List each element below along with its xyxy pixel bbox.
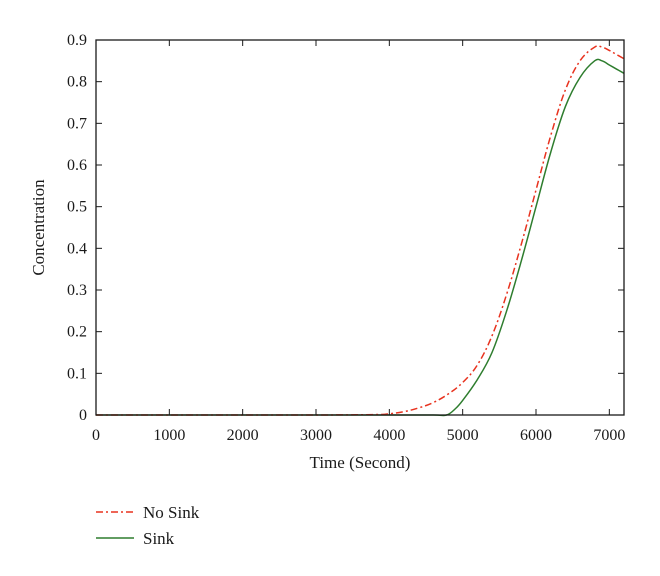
no-sink-series-line	[96, 45, 625, 416]
x-tick-label: 7000	[593, 427, 625, 444]
y-tick-label: 0.7	[67, 115, 87, 132]
x-axis-title: Time (Second)	[310, 453, 411, 472]
y-tick-label: 0.4	[67, 240, 87, 257]
x-tick-label: 3000	[300, 427, 332, 444]
x-tick-label: 1000	[153, 427, 185, 444]
y-axis-title: Concentration	[29, 179, 48, 276]
y-tick-label: 0.1	[67, 365, 87, 382]
y-tick-label: 0.9	[67, 32, 87, 49]
y-tick-label: 0.8	[67, 74, 87, 91]
legend-label-sink: Sink	[143, 529, 175, 548]
y-tick-label: 0.5	[67, 199, 87, 216]
x-tick-label: 0	[92, 427, 100, 444]
sink-series-line	[96, 58, 625, 417]
y-tick-label: 0.6	[67, 157, 87, 174]
x-tick-label: 4000	[373, 427, 405, 444]
ticks-layer: 0 1000 2000 3000 4000 5000 6000 7000 0 0.1 0.2 0.3 0…	[67, 32, 625, 444]
y-tick-label: 0	[79, 407, 87, 424]
y-tick-label: 0.3	[67, 282, 87, 299]
x-tick-label: 2000	[227, 427, 259, 444]
y-tick-label: 0.2	[67, 324, 87, 341]
x-tick-label: 6000	[520, 427, 552, 444]
legend-label-no-sink: No Sink	[143, 503, 200, 522]
x-tick-label: 5000	[447, 427, 479, 444]
series-layer	[96, 45, 625, 417]
legend: No Sink Sink	[96, 503, 200, 548]
plot-frame	[95, 39, 625, 416]
